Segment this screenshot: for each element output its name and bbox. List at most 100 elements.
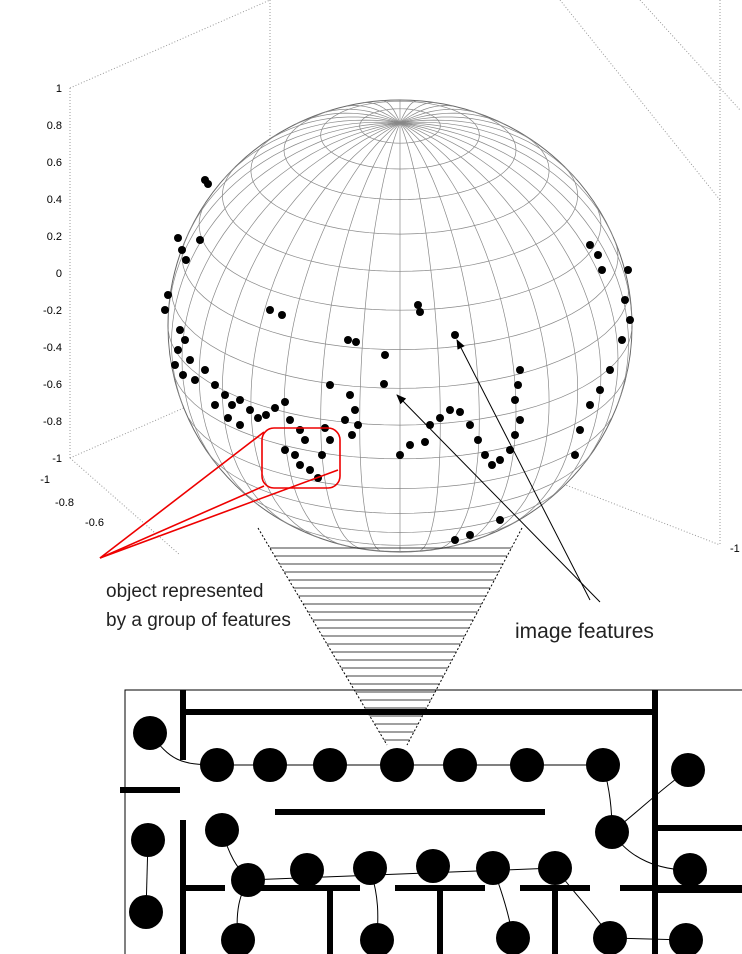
feature-point [618,336,626,344]
z-tick-label: 1 [56,83,62,95]
pad [673,853,707,887]
feature-point [262,411,270,419]
pad [131,823,165,857]
pad [510,748,544,782]
pad [205,813,239,847]
feature-point [301,436,309,444]
feature-point [186,356,194,364]
object-label: by a group of features [106,610,291,631]
feature-point [351,406,359,414]
feature-point [318,451,326,459]
feature-point [271,404,279,412]
pad [476,851,510,885]
pad [129,895,163,929]
pad [221,923,255,954]
pad [669,923,703,954]
feature-point [446,406,454,414]
feature-point [281,446,289,454]
right-tick: -1 [730,543,740,555]
pad [313,748,347,782]
feature-point [380,380,388,388]
feature-point [586,241,594,249]
feature-point [221,391,229,399]
feature-point [406,441,414,449]
object-label: object represented [106,581,263,602]
z-tick-label: 0 [56,268,62,280]
feature-point [201,366,209,374]
floor-tick-label: -1 [40,474,50,486]
pad [231,863,265,897]
z-tick-label: -0.6 [43,379,62,391]
floor-tick-label: -0.6 [85,517,104,529]
feature-point [224,414,232,422]
feature-point [466,421,474,429]
feature-point [236,421,244,429]
sphere [168,100,632,552]
feature-point [626,316,634,324]
feature-point [211,381,219,389]
pad [380,748,414,782]
feature-point [281,398,289,406]
feature-point [516,366,524,374]
feature-point [496,516,504,524]
feature-point [481,451,489,459]
feature-point [511,431,519,439]
feature-point [346,391,354,399]
feature-point [326,436,334,444]
pad [200,748,234,782]
feature-point [436,414,444,422]
feature-point [451,331,459,339]
feature-point [228,401,236,409]
pad [253,748,287,782]
feature-point [211,401,219,409]
circuit-board [120,690,742,954]
feature-point [181,336,189,344]
feature-point [381,351,389,359]
feature-point [296,461,304,469]
pad [290,853,324,887]
z-tick-label: -0.8 [43,416,62,428]
pad [353,851,387,885]
z-tick-label: 0.6 [47,157,62,169]
feature-point [396,451,404,459]
feature-point [174,346,182,354]
feature-point [606,366,614,374]
feature-point [456,408,464,416]
feature-point [179,371,187,379]
feature-point [306,466,314,474]
floor-tick-label: -0.8 [55,497,74,509]
feature-point [286,416,294,424]
feature-point [514,381,522,389]
feature-point [178,246,186,254]
feature-point [576,426,584,434]
feature-point [466,531,474,539]
feature-point [594,251,602,259]
feature-point [161,306,169,314]
pad [586,748,620,782]
pad [593,921,627,954]
feature-point [451,536,459,544]
z-tick-label: -1 [52,453,62,465]
feature-point [511,396,519,404]
z-tick-label: -0.4 [43,342,62,354]
feature-point [182,256,190,264]
feature-point [571,451,579,459]
feature-point [254,414,262,422]
feature-point [598,266,606,274]
pad [416,849,450,883]
pad [133,716,167,750]
feature-point [421,438,429,446]
feature-point [164,291,172,299]
pad [595,815,629,849]
pad [443,748,477,782]
feature-point [354,421,362,429]
features-label: image features [515,620,654,643]
feature-point [176,326,184,334]
feature-point [344,336,352,344]
feature-point [586,401,594,409]
pad [360,923,394,954]
pad [538,851,572,885]
feature-point [352,338,360,346]
feature-point [348,431,356,439]
feature-point [191,376,199,384]
